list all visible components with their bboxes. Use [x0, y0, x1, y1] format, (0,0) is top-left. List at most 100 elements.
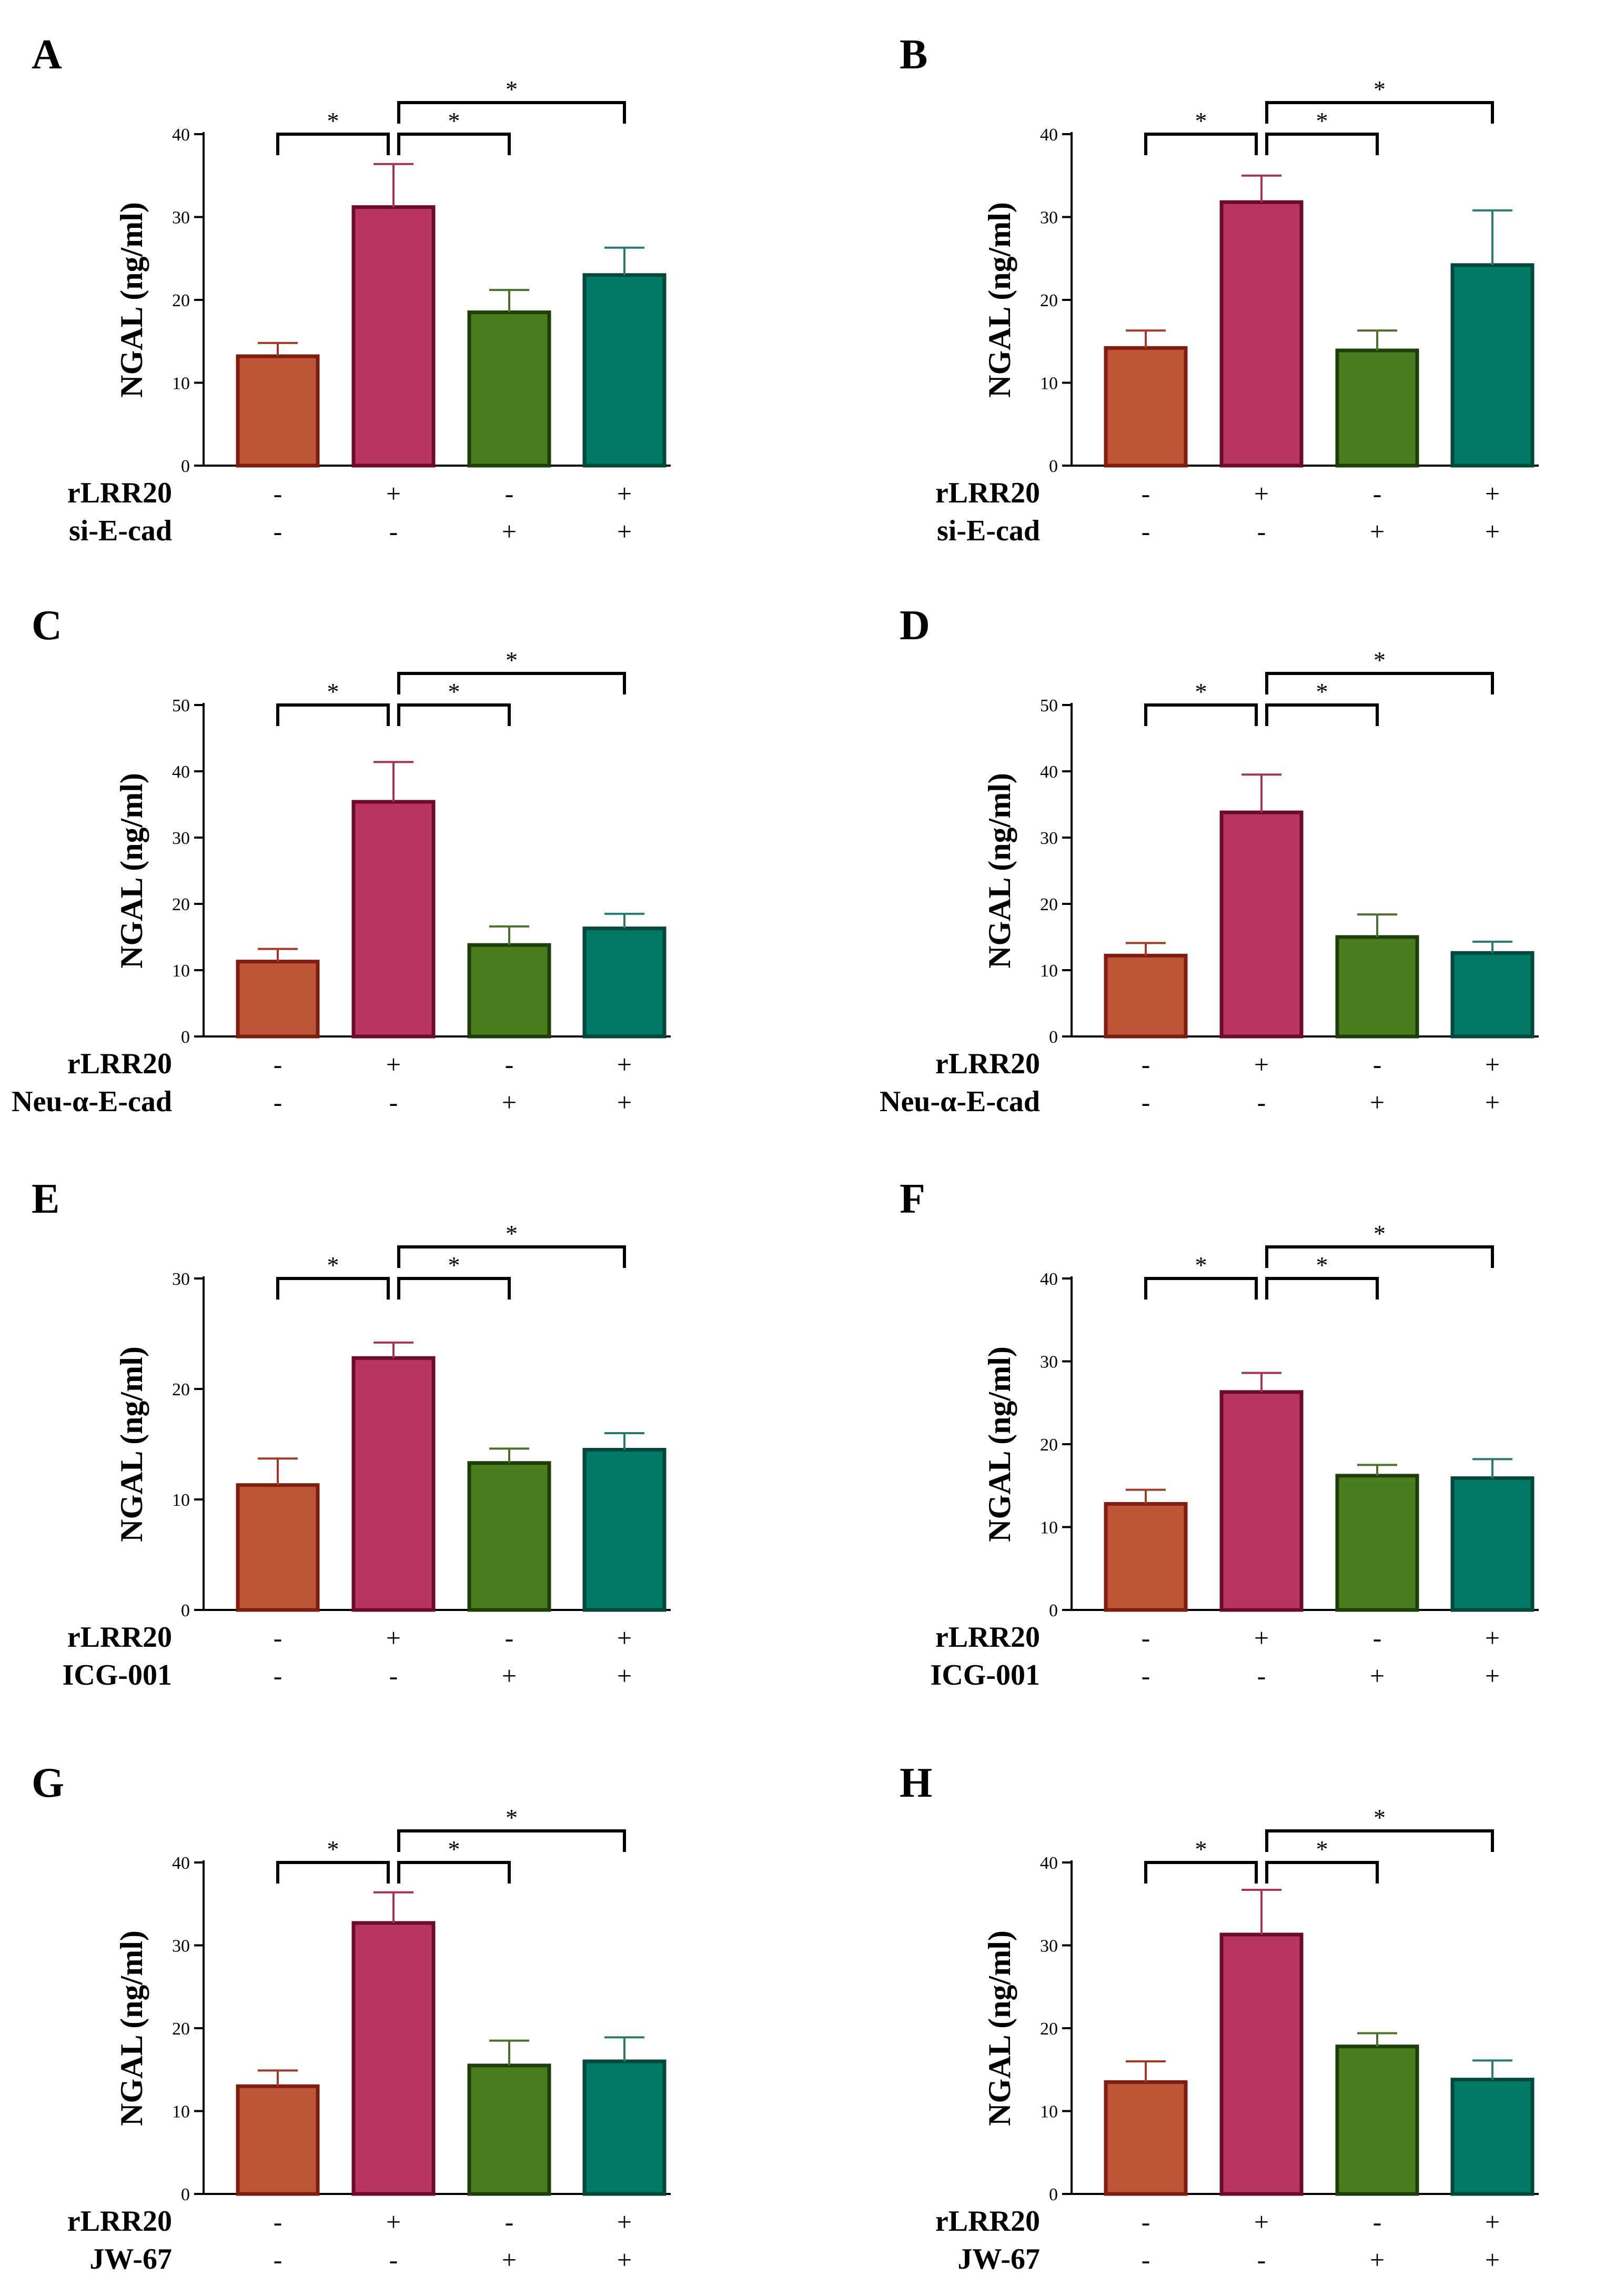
significance-bracket — [1265, 1829, 1494, 1852]
panel-letter: D — [900, 602, 930, 649]
significance-star: * — [1195, 1836, 1207, 1862]
condition-label: rLRR20 — [935, 1048, 1040, 1080]
panel-letter: H — [900, 1760, 932, 1806]
condition-label: JW-67 — [89, 2243, 172, 2275]
condition-sign: + — [617, 1087, 632, 1117]
condition-sign: - — [274, 1661, 282, 1690]
condition-sign: - — [274, 1087, 282, 1117]
bar — [1104, 1502, 1188, 1612]
significance-bracket — [1144, 703, 1258, 726]
condition-sign: - — [505, 479, 514, 508]
significance-star: * — [327, 678, 339, 705]
y-tick-label: 10 — [172, 1491, 190, 1510]
bar — [1335, 935, 1419, 1039]
condition-sign: - — [1142, 517, 1150, 546]
significance-bracket — [1144, 1277, 1258, 1300]
significance-bracket — [276, 703, 390, 726]
bar — [1450, 1476, 1535, 1612]
y-tick-label: 20 — [1040, 2019, 1058, 2039]
y-tick-label: 0 — [1049, 1028, 1058, 1047]
significance-bracket — [1265, 672, 1494, 694]
bar — [582, 2059, 667, 2196]
condition-sign: - — [1142, 2207, 1150, 2237]
condition-label: ICG-001 — [63, 1659, 172, 1691]
condition-sign: + — [1485, 479, 1500, 508]
condition-sign: + — [1254, 1050, 1269, 1079]
significance-bracket — [276, 133, 390, 155]
y-tick-label: 10 — [1040, 961, 1058, 981]
condition-sign: - — [1373, 479, 1382, 508]
condition-sign: + — [617, 479, 632, 508]
y-axis-label: NGAL (ng/ml) — [982, 202, 1017, 398]
y-tick-label: 10 — [172, 2102, 190, 2122]
y-axis-label: NGAL (ng/ml) — [114, 773, 149, 969]
panel-c: C NGAL (ng/ml) 0 10 20 30 40 50 * * * rLRR20 - + - + Neu… — [12, 602, 671, 1118]
bar — [351, 205, 436, 468]
y-tick-label: 30 — [1040, 208, 1058, 228]
condition-label: Neu-α-E-cad — [12, 1085, 172, 1118]
significance-bracket — [1265, 703, 1379, 726]
condition-sign: - — [274, 2245, 282, 2274]
bar — [236, 2084, 320, 2196]
significance-bracket — [397, 1829, 626, 1852]
significance-star: * — [327, 1836, 339, 1862]
panel-letter: C — [32, 602, 62, 649]
panel-letter: F — [900, 1176, 925, 1222]
condition-sign: - — [389, 1087, 398, 1117]
condition-sign: + — [386, 1050, 401, 1079]
y-tick-label: 0 — [1049, 457, 1058, 476]
panel-letter: E — [32, 1176, 59, 1222]
condition-sign: - — [1373, 1623, 1382, 1653]
condition-sign: - — [505, 1623, 514, 1653]
significance-bracket — [1265, 1861, 1379, 1884]
condition-sign: + — [502, 1087, 517, 1117]
panel-d: D NGAL (ng/ml) 0 10 20 30 40 50 * * * rLRR20 - + - + Neu… — [880, 602, 1539, 1118]
condition-sign: - — [389, 1661, 398, 1690]
condition-sign: + — [617, 1050, 632, 1079]
condition-label: rLRR20 — [67, 2205, 172, 2238]
y-tick-label: 40 — [172, 1854, 190, 1873]
bar — [1104, 346, 1188, 468]
condition-sign: + — [1370, 1661, 1385, 1690]
condition-label: si-E-cad — [69, 515, 172, 547]
bar — [351, 1921, 436, 2196]
y-tick-label: 0 — [1049, 1601, 1058, 1620]
y-tick-label: 30 — [172, 1270, 190, 1289]
y-tick-label: 50 — [172, 696, 190, 716]
condition-sign: - — [1142, 1623, 1150, 1653]
bar — [467, 943, 551, 1039]
significance-bracket — [1144, 133, 1258, 155]
condition-sign: - — [1373, 2207, 1382, 2237]
condition-sign: + — [502, 2245, 517, 2274]
significance-bracket — [1265, 1277, 1379, 1300]
condition-sign: + — [617, 517, 632, 546]
y-tick-label: 20 — [1040, 895, 1058, 914]
significance-bracket — [397, 101, 626, 124]
condition-sign: - — [274, 1050, 282, 1079]
bar — [1219, 1932, 1304, 2196]
significance-star: * — [1316, 107, 1328, 134]
condition-sign: + — [617, 2245, 632, 2274]
significance-star: * — [1195, 107, 1207, 134]
panel-a: A NGAL (ng/ml) 0 10 20 30 40 * * * rLRR20 - + - + si-E-… — [32, 32, 671, 547]
y-tick-label: 20 — [172, 291, 190, 310]
condition-sign: - — [1142, 1661, 1150, 1690]
y-tick-label: 0 — [181, 2185, 190, 2204]
y-tick-label: 20 — [172, 1380, 190, 1399]
panel-letter: B — [900, 32, 927, 78]
condition-sign: - — [505, 2207, 514, 2237]
y-axis-label: NGAL (ng/ml) — [982, 1930, 1017, 2126]
bar — [236, 354, 320, 468]
y-tick-label: 20 — [1040, 291, 1058, 310]
y-axis-label: NGAL (ng/ml) — [114, 1346, 149, 1542]
condition-label: rLRR20 — [935, 477, 1040, 509]
significance-star: * — [1316, 1252, 1328, 1278]
y-tick-label: 40 — [1040, 1854, 1058, 1873]
condition-sign: - — [1142, 1087, 1150, 1117]
bar — [1335, 2045, 1419, 2196]
condition-sign: + — [1485, 1623, 1500, 1653]
panel-letter: G — [32, 1760, 64, 1806]
significance-bracket — [1265, 133, 1379, 155]
condition-label: JW-67 — [957, 2243, 1040, 2275]
